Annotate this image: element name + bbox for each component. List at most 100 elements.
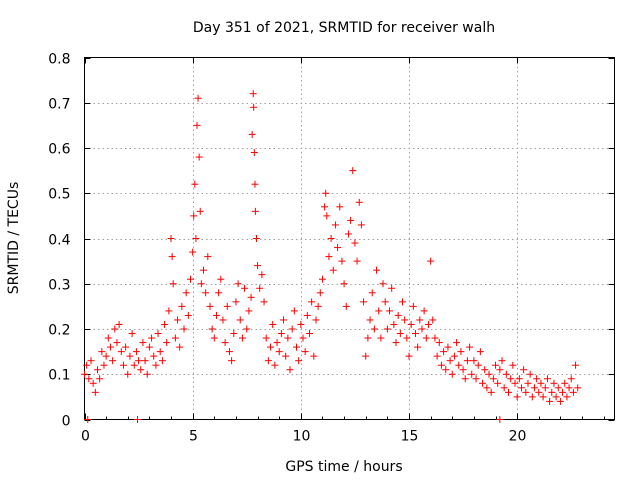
data-point [152,361,160,369]
data-point [353,257,361,265]
data-point [301,348,309,356]
data-point [513,393,521,401]
data-point [528,393,536,401]
data-point [364,334,372,342]
data-point [290,307,298,315]
data-point [102,352,110,360]
data-point [204,253,212,261]
data-point [487,388,495,396]
data-point [563,393,571,401]
data-point [323,212,331,220]
data-point [223,302,231,310]
data-point [254,262,262,270]
data-point [295,357,303,365]
data-point [238,334,246,342]
data-point [492,361,500,369]
data-point [84,416,92,423]
data-point [143,370,151,378]
data-point [424,320,432,328]
x-tick-label: 15 [401,429,419,445]
data-point [498,357,506,365]
data-point [267,343,275,351]
data-point [241,284,249,292]
y-tick-label: 0.1 [48,368,70,384]
data-point [340,280,348,288]
data-point [225,348,233,356]
data-point [176,343,184,351]
data-point [483,384,491,392]
data-point [453,339,461,347]
data-point [262,334,270,342]
data-point [124,370,132,378]
data-point [273,339,281,347]
axis-ticks: 0 0.1 0.2 0.3 0.4 0.5 0.6 0.7 0.8 0 5 10 15 20 [48,52,615,445]
data-point [561,379,569,387]
data-point [206,302,214,310]
data-point [163,339,171,347]
data-point [282,352,290,360]
data-point [277,330,285,338]
data-point [347,216,355,224]
data-point [119,361,127,369]
data-point [190,212,198,220]
data-point [548,388,556,396]
data-point [154,330,162,338]
data-point [275,348,283,356]
data-point [250,149,258,157]
data-point [293,343,300,351]
data-point [422,334,430,342]
data-point [194,94,202,102]
data-point [156,348,164,356]
data-point [180,325,188,333]
data-point [187,275,194,283]
data-point [251,207,259,215]
data-point [572,361,580,369]
data-point [457,348,465,356]
data-point [269,320,277,328]
data-point [541,384,549,392]
y-tick-label: 0.3 [48,278,70,294]
data-point [258,271,266,279]
data-point [236,316,244,324]
data-point [150,352,158,360]
data-point [208,325,216,333]
data-point [85,375,93,383]
data-point [511,379,519,387]
data-point [509,361,517,369]
data-point [550,379,558,387]
data-point [134,416,141,423]
data-point [322,189,330,197]
data-point [148,334,156,342]
data-point [303,311,311,319]
data-point [444,343,452,351]
grid-layer [84,57,615,420]
data-point [248,130,256,138]
data-point [286,366,294,374]
data-point [476,348,484,356]
data-point [401,316,409,324]
data-point [394,311,402,319]
data-point [552,393,560,401]
data-point [431,334,439,342]
data-point [386,307,394,315]
data-point [100,361,108,369]
data-point [396,330,404,338]
data-point [554,384,562,392]
data-point [217,275,225,283]
data-point [197,280,205,288]
y-tick-label: 0.8 [48,52,70,68]
data-point [305,330,313,338]
data-point [466,343,474,351]
data-point [427,257,435,265]
data-point [284,334,292,342]
y-tick-label: 0.7 [48,97,70,113]
data-point [574,384,582,392]
data-point [122,343,130,351]
data-point [533,375,541,383]
data-point [243,325,251,333]
data-point [515,375,523,383]
data-point [280,316,288,324]
data-point [485,370,493,378]
data-point [459,366,467,374]
data-point [414,343,422,351]
